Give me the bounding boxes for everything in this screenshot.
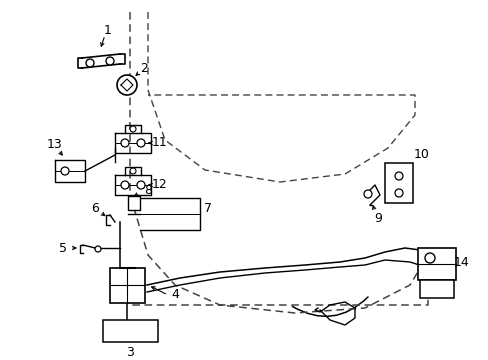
Circle shape	[130, 168, 136, 174]
Circle shape	[106, 57, 114, 65]
Bar	[110, 268, 145, 303]
Circle shape	[61, 167, 69, 175]
Text: 1: 1	[104, 23, 112, 36]
Bar	[103, 320, 158, 342]
Circle shape	[95, 246, 101, 252]
Text: 2: 2	[140, 62, 148, 75]
Circle shape	[137, 181, 145, 189]
Text: 12: 12	[152, 179, 167, 192]
Circle shape	[121, 139, 129, 147]
FancyArrowPatch shape	[292, 297, 367, 316]
Circle shape	[363, 190, 371, 198]
Text: 7: 7	[203, 202, 212, 215]
Circle shape	[424, 253, 434, 263]
Circle shape	[86, 59, 94, 67]
Text: 9: 9	[373, 211, 381, 225]
Text: 5: 5	[59, 242, 67, 255]
Bar	[128, 196, 140, 210]
Circle shape	[121, 181, 129, 189]
Text: 6: 6	[91, 202, 99, 215]
Bar	[384, 163, 412, 203]
Text: 13: 13	[47, 139, 63, 152]
Text: 4: 4	[171, 288, 179, 302]
Text: 11: 11	[152, 136, 167, 149]
Bar	[419, 280, 453, 298]
Text: 3: 3	[126, 346, 134, 359]
Circle shape	[394, 189, 402, 197]
Text: 8: 8	[143, 184, 152, 198]
Circle shape	[394, 172, 402, 180]
Circle shape	[130, 126, 136, 132]
Text: 14: 14	[453, 256, 469, 269]
Text: 10: 10	[413, 148, 429, 162]
Circle shape	[117, 75, 137, 95]
Circle shape	[137, 139, 145, 147]
Bar	[417, 248, 455, 280]
